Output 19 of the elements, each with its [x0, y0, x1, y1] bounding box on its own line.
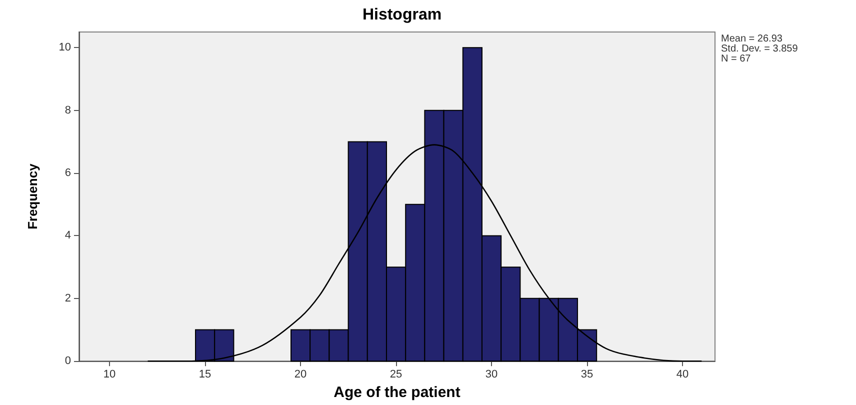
- text: Mean = 26.93: [721, 34, 783, 44]
- x-tick-label: 20: [294, 368, 307, 381]
- y-tick-label: 2: [64, 292, 71, 304]
- y-tick-label: 8: [64, 104, 71, 116]
- chart-title: Histogram: [362, 6, 442, 24]
- x-tick-label: 15: [198, 368, 212, 381]
- y-axis-title: Frequency: [25, 162, 40, 230]
- text: N = 67: [721, 54, 752, 64]
- y-tick-label: 0: [64, 355, 71, 368]
- y-tick-label: 4: [64, 230, 71, 242]
- text: Std. Dev. = 3.859: [721, 44, 798, 54]
- x-tick-label: 40: [676, 368, 689, 381]
- x-tick-label: 35: [580, 368, 594, 381]
- y-tick-label: 6: [64, 167, 71, 180]
- y-tick-label: 10: [58, 42, 71, 54]
- x-axis-title: Age of the patient: [334, 384, 460, 401]
- x-tick-label: 25: [390, 368, 402, 381]
- x-tick-label: 10: [103, 368, 116, 381]
- x-tick-label: 30: [485, 368, 498, 381]
